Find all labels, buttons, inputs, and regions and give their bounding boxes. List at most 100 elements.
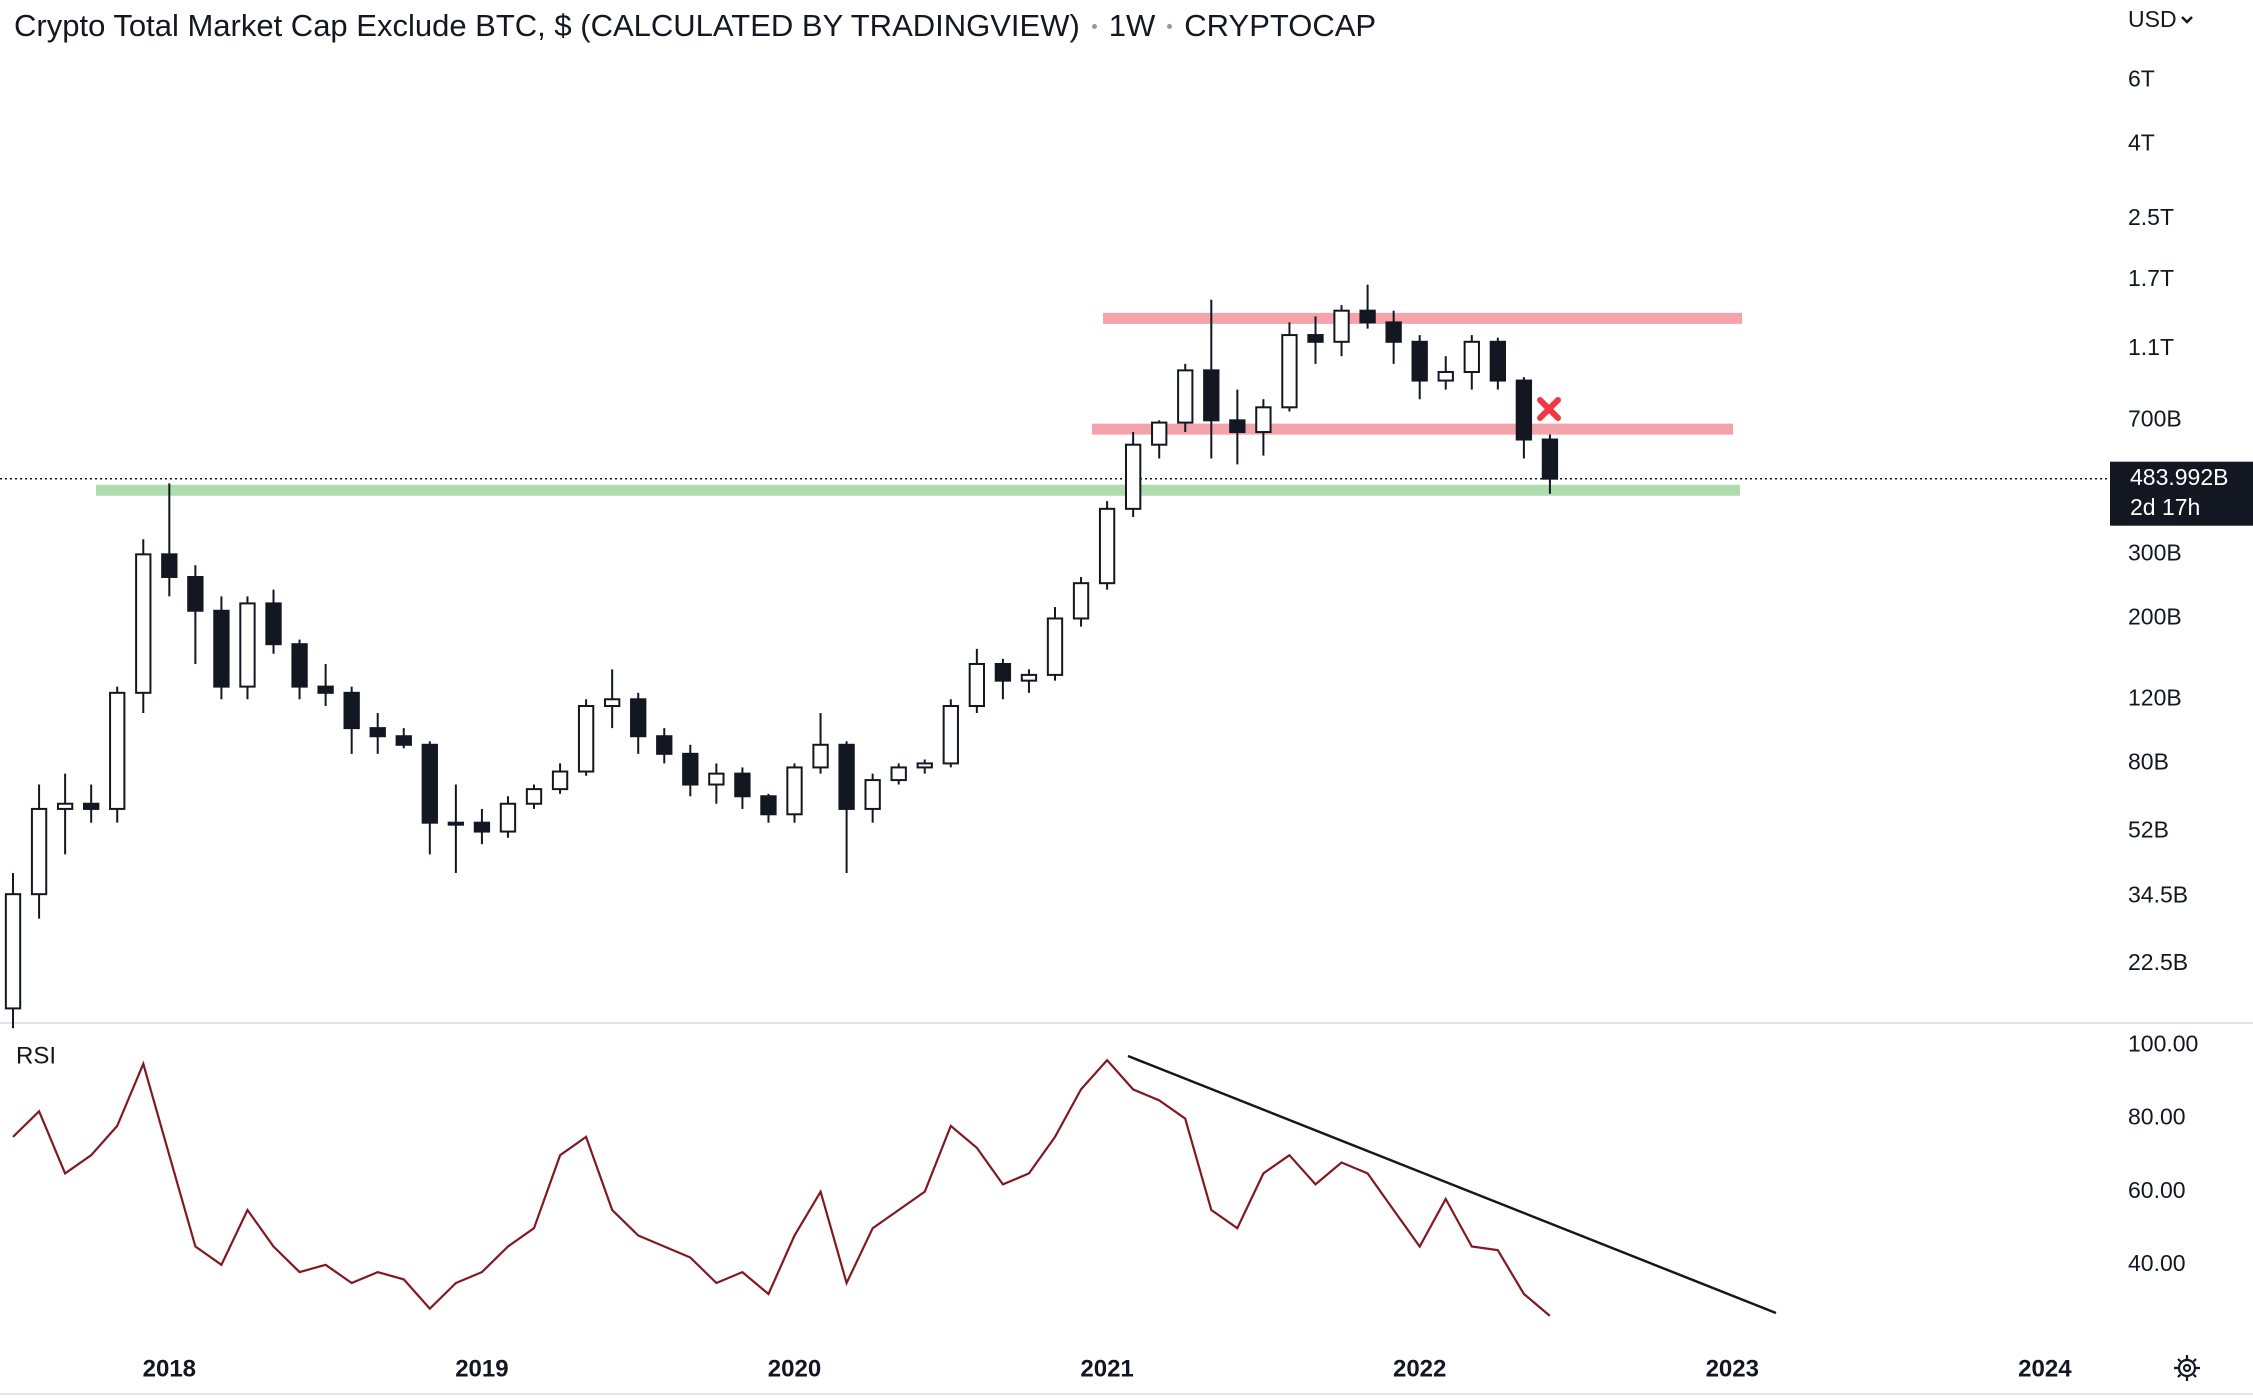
- separator-dot: [1091, 23, 1097, 29]
- candle-body: [1463, 340, 1480, 374]
- candle-body: [1307, 334, 1324, 343]
- candle-body: [786, 766, 803, 816]
- candle-body: [473, 821, 491, 833]
- candle-body: [56, 802, 74, 810]
- candle-body: [656, 735, 673, 755]
- rsi-line: [12, 1058, 1551, 1317]
- candle-body: [239, 602, 256, 688]
- last-price-label: 483.992B: [2130, 464, 2228, 490]
- candle-body: [1515, 379, 1533, 441]
- candle-body: [213, 609, 230, 688]
- y-tick-label: 1.7T: [2128, 265, 2174, 291]
- candle-body: [1124, 443, 1142, 510]
- currency[interactable]: USD: [2128, 6, 2177, 32]
- candle-body: [1203, 369, 1220, 422]
- y-tick-label: 120B: [2128, 684, 2182, 710]
- candle-body: [1255, 406, 1272, 434]
- y-tick-label: 34.5B: [2128, 882, 2188, 908]
- y-tick-label: 52B: [2128, 817, 2169, 843]
- x-tick-label: 2022: [1393, 1355, 1446, 1382]
- candle-body: [630, 698, 647, 738]
- chart-title: Crypto Total Market Cap Exclude BTC, $ (…: [14, 8, 1080, 43]
- candle-body: [1281, 334, 1298, 409]
- candle-body: [291, 643, 308, 688]
- candle-body: [838, 743, 855, 810]
- y-tick-label: 300B: [2128, 539, 2182, 565]
- candle-body: [1046, 617, 1064, 676]
- candle-body: [994, 662, 1012, 682]
- candle-body: [317, 685, 334, 694]
- candle-body: [968, 662, 986, 708]
- candle-body: [4, 893, 22, 1010]
- chart-header: Crypto Total Market Cap Exclude BTC, $ (…: [14, 8, 1376, 44]
- y-tick-label: 60.00: [2128, 1177, 2186, 1203]
- y-tick-label: 40.00: [2128, 1250, 2186, 1276]
- symbol: CRYPTOCAP: [1184, 8, 1377, 43]
- candle-body: [577, 705, 595, 773]
- candle-body: [525, 788, 543, 805]
- candle-body: [1359, 309, 1376, 324]
- candle-body: [343, 691, 360, 730]
- candle-body: [83, 802, 100, 810]
- candle-body: [1098, 507, 1116, 585]
- candle-body: [1177, 369, 1194, 424]
- y-tick-label: 80.00: [2128, 1104, 2186, 1130]
- settings-icon[interactable]: [2174, 1355, 2200, 1381]
- candle-body: [890, 766, 907, 782]
- candle-body: [1333, 309, 1350, 343]
- candle-body: [708, 772, 725, 786]
- candle-body: [916, 762, 933, 769]
- y-tick-label: 4T: [2128, 130, 2155, 156]
- candle-body: [369, 727, 386, 738]
- rsi-trendline: [1127, 1054, 1777, 1315]
- x-tick-label: 2023: [1706, 1355, 1759, 1382]
- x-tick-label: 2024: [2018, 1355, 2072, 1382]
- candle-body: [1489, 340, 1507, 382]
- candle-body: [1072, 582, 1090, 620]
- candle-body: [551, 770, 569, 791]
- candle-body: [1437, 371, 1454, 382]
- y-tick-label: 6T: [2128, 66, 2155, 92]
- candle-body: [1151, 421, 1168, 446]
- candle-body: [265, 602, 282, 646]
- candle-body: [1020, 673, 1038, 682]
- y-tick-label: 100.00: [2128, 1031, 2198, 1057]
- candle-body: [187, 575, 204, 612]
- candle-body: [1385, 321, 1402, 343]
- y-tick-label: 200B: [2128, 604, 2182, 630]
- x-tick-label: 2018: [143, 1355, 196, 1382]
- rsi-title: RSI: [16, 1042, 56, 1069]
- countdown: 2d 17h: [2130, 494, 2200, 520]
- candle-body: [864, 779, 881, 810]
- separator-dot: [1167, 23, 1173, 29]
- candle-body: [499, 802, 517, 833]
- candle-body: [135, 553, 152, 694]
- candle-body: [161, 553, 178, 578]
- candle-body: [603, 698, 621, 708]
- candle-body: [1541, 438, 1559, 480]
- y-tick-label: 2.5T: [2128, 204, 2174, 230]
- candle-body: [760, 795, 777, 816]
- candle-body: [682, 752, 699, 786]
- price-label-box: [2110, 461, 2253, 526]
- candle-body: [734, 772, 751, 798]
- currency-chevron[interactable]: [2181, 16, 2193, 24]
- y-tick-label: 700B: [2128, 405, 2182, 431]
- candle-body: [447, 821, 465, 826]
- candle-body: [812, 743, 829, 769]
- cross-marker: [1537, 397, 1561, 421]
- candle-body: [395, 735, 412, 746]
- x-tick-label: 2020: [768, 1355, 821, 1382]
- y-tick-label: 22.5B: [2128, 949, 2188, 975]
- candle-body: [109, 691, 126, 810]
- interval[interactable]: 1W: [1108, 8, 1156, 43]
- x-tick-label: 2019: [455, 1355, 508, 1382]
- x-tick-label: 2021: [1080, 1355, 1133, 1382]
- candle-body: [1229, 419, 1246, 434]
- y-tick-label: 80B: [2128, 748, 2169, 774]
- candle-body: [1411, 340, 1428, 382]
- candle-body: [421, 743, 438, 824]
- y-tick-label: 1.1T: [2128, 334, 2174, 360]
